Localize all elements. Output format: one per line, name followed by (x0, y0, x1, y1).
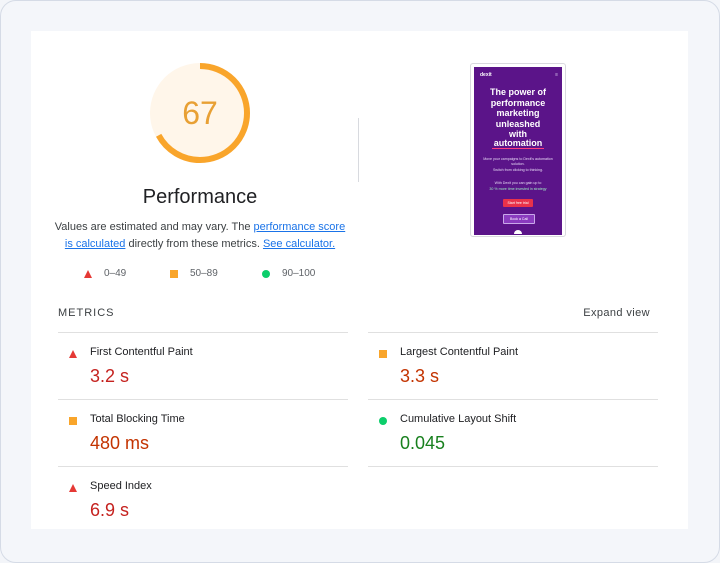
metrics-divider (58, 332, 348, 333)
performance-score-gauge: 67 (145, 58, 255, 168)
screenshot-scroll-indicator (514, 230, 522, 234)
description-text: Values are estimated and may vary. The (54, 221, 254, 233)
metrics-divider (368, 399, 658, 400)
metric-value: 480 ms (90, 433, 150, 453)
screenshot-body-text: 30 % more time invested in strategy (489, 187, 547, 191)
fail-triangle-icon (69, 350, 77, 358)
screenshot-body-text: With Dexit you can gain up to (494, 181, 542, 185)
metric-total-blocking-time: Total Blocking Time 480 ms (58, 400, 338, 466)
metric-name: Cumulative Layout Shift (400, 413, 517, 425)
legend-label: 90–100 (282, 268, 316, 279)
screenshot-headline: The power of performance marketing unlea… (490, 87, 546, 139)
metric-value: 3.2 s (90, 366, 130, 386)
screenshot-logo: dexit (480, 72, 492, 78)
metric-value: 3.3 s (400, 366, 440, 386)
screenshot-body-text: Move your campaigns to Dexit's automatio… (483, 157, 553, 166)
screenshot-body-text: Switch from clicking to thinking. (493, 168, 543, 172)
pass-circle-icon (262, 269, 270, 278)
expand-view-toggle[interactable]: Expand view (583, 307, 650, 319)
gauge-arc (150, 63, 250, 163)
legend-item-average: 50–89 (170, 268, 218, 279)
metrics-divider (368, 466, 658, 467)
fail-triangle-icon (84, 269, 92, 278)
average-square-icon (170, 269, 178, 278)
metric-name: Largest Contentful Paint (400, 346, 519, 358)
see-calculator-link[interactable]: See calculator. (262, 238, 336, 250)
legend-label: 50–89 (190, 268, 218, 279)
score-legend: 0–49 50–89 90–100 (0, 268, 400, 284)
metric-cumulative-layout-shift: Cumulative Layout Shift 0.045 (368, 400, 648, 466)
legend-item-pass: 90–100 (262, 268, 315, 279)
score-gauge-svg (150, 63, 250, 163)
average-square-icon (69, 417, 77, 425)
performance-score-link[interactable]: performance score is calculated (64, 221, 346, 250)
metric-name: Speed Index (90, 480, 152, 492)
screenshot-page: dexit ≡ The power of performance marketi… (474, 67, 562, 235)
metrics-divider (368, 332, 658, 333)
screenshot-call-button: Book a Call (503, 214, 535, 224)
metric-speed-index: Speed Index 6.9 s (58, 467, 338, 533)
final-screenshot-thumbnail[interactable]: dexit ≡ The power of performance marketi… (470, 63, 566, 237)
metric-value: 0.045 (400, 433, 446, 453)
metric-largest-contentful-paint: Largest Contentful Paint 3.3 s (368, 333, 648, 399)
gauge-fill (150, 63, 250, 163)
legend-label: 0–49 (104, 268, 127, 279)
category-title: Performance (142, 186, 258, 208)
vertical-divider (358, 118, 359, 182)
hamburger-menu-icon: ≡ (555, 72, 558, 78)
metric-value: 6.9 s (90, 500, 130, 520)
metrics-divider (58, 466, 348, 467)
metrics-divider (58, 399, 348, 400)
pass-circle-icon (379, 417, 387, 425)
average-square-icon (379, 350, 387, 358)
report-card (31, 31, 688, 529)
metric-name: Total Blocking Time (90, 413, 185, 425)
description-text-middle: directly from these metrics. (125, 238, 263, 250)
performance-score: 67 (182, 95, 218, 131)
fail-triangle-icon (69, 484, 77, 492)
screenshot-accent-word: automation (492, 138, 544, 149)
metric-name: First Contentful Paint (90, 346, 193, 358)
score-description: Values are estimated and may vary. The p… (52, 219, 348, 253)
metrics-heading: METRICS (58, 307, 115, 319)
screenshot-trial-button: Start free trial (503, 199, 533, 207)
metric-first-contentful-paint: First Contentful Paint 3.2 s (58, 333, 338, 399)
legend-item-fail: 0–49 (84, 268, 126, 279)
